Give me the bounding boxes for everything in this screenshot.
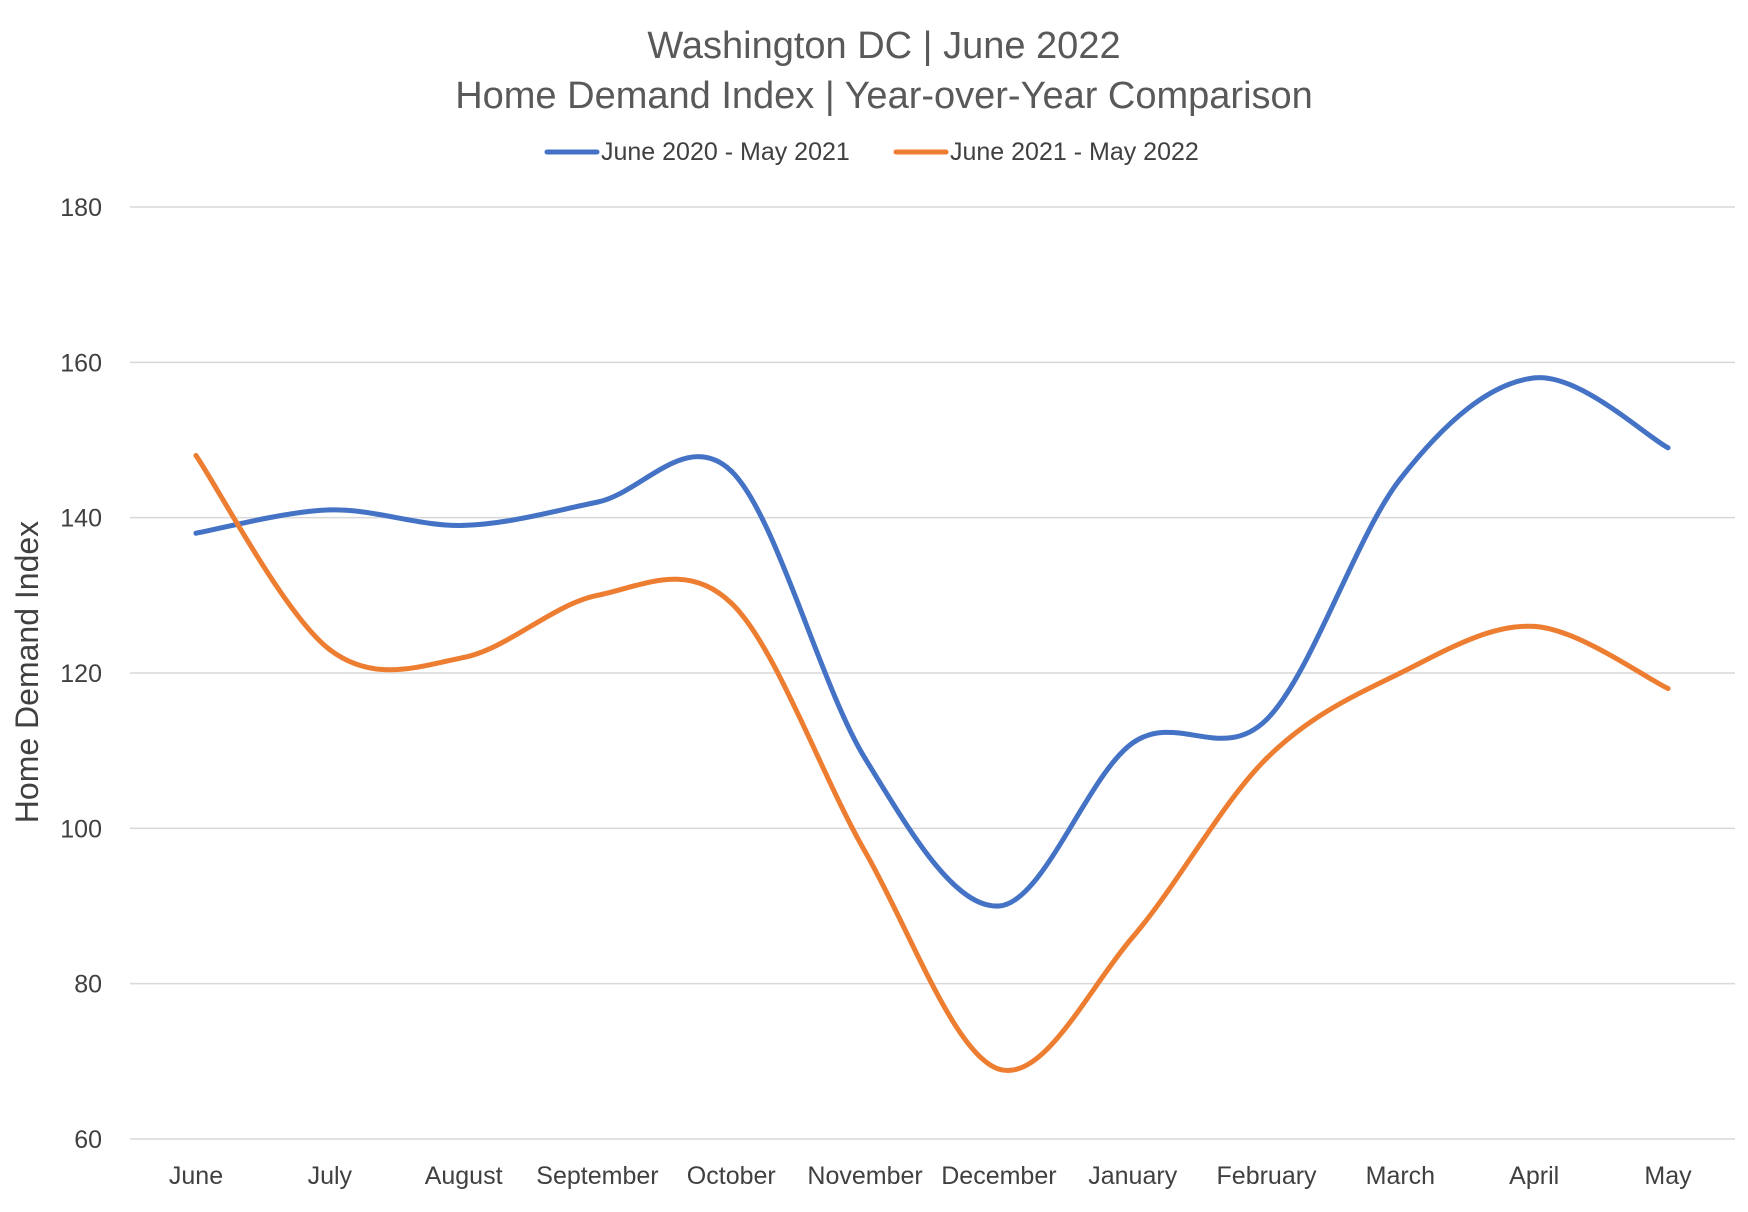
x-tick-label-february: February (1217, 1162, 1318, 1190)
data-point-series-2-june (193, 453, 199, 459)
x-tick-label-july: July (308, 1162, 353, 1190)
series-line-1 (193, 375, 1671, 909)
x-tick-label-september: September (536, 1162, 658, 1190)
data-series (193, 375, 1671, 1074)
data-point-series-1-december (996, 903, 1002, 909)
y-tick-label-160: 160 (60, 349, 102, 377)
data-point-series-2-january (1130, 934, 1136, 940)
series-line-2 (193, 453, 1671, 1074)
legend-label-series-1: June 2020 - May 2021 (601, 138, 850, 166)
y-tick-label-120: 120 (60, 660, 102, 688)
data-point-series-2-february (1264, 755, 1270, 761)
data-point-series-2-december (996, 1066, 1002, 1072)
data-point-series-2-march (1397, 670, 1403, 676)
chart-legend: June 2020 - May 2021 June 2021 - May 202… (544, 138, 1199, 166)
x-tick-label-may: May (1644, 1162, 1692, 1190)
data-point-series-2-august (461, 654, 467, 660)
data-point-series-2-september (594, 592, 600, 598)
data-point-series-2-april (1531, 623, 1537, 629)
data-point-series-1-june (193, 530, 199, 536)
y-tick-label-80: 80 (74, 971, 102, 999)
data-point-series-1-march (1397, 476, 1403, 482)
x-axis-tick-labels: June July August September October November De… (169, 1162, 1692, 1190)
data-point-series-1-april (1531, 375, 1537, 381)
data-point-series-1-october (728, 468, 734, 474)
chart-title-line-2: Home Demand Index | Year-over-Year Compa… (455, 75, 1313, 117)
y-axis-title: Home Demand Index (9, 521, 45, 823)
x-tick-label-november: November (807, 1162, 922, 1190)
x-tick-label-march: March (1366, 1162, 1435, 1190)
y-tick-label-180: 180 (60, 194, 102, 222)
y-axis-tick-labels: 60 80 100 120 140 160 180 (60, 194, 102, 1154)
data-point-series-1-september (594, 499, 600, 505)
x-tick-label-december: December (941, 1162, 1056, 1190)
data-point-series-1-february (1264, 717, 1270, 723)
data-point-series-2-may (1665, 686, 1671, 692)
data-point-series-1-november (862, 755, 868, 761)
x-tick-label-april: April (1509, 1162, 1559, 1190)
y-gridlines (130, 206, 1735, 1140)
y-tick-label-140: 140 (60, 505, 102, 533)
data-point-series-1-august (461, 522, 467, 528)
y-tick-label-100: 100 (60, 815, 102, 843)
y-tick-label-60: 60 (74, 1126, 102, 1154)
x-tick-label-october: October (687, 1162, 776, 1190)
x-tick-label-august: August (425, 1162, 503, 1190)
data-point-series-1-july (327, 507, 333, 513)
data-point-series-2-november (862, 849, 868, 855)
chart-title-line-1: Washington DC | June 2022 (647, 25, 1120, 67)
x-tick-label-june: June (169, 1162, 223, 1190)
data-point-series-2-july (327, 647, 333, 653)
chart-title: Washington DC | June 2022 Home Demand In… (455, 25, 1313, 117)
data-point-series-2-october (728, 600, 734, 606)
legend-label-series-2: June 2021 - May 2022 (950, 138, 1199, 166)
data-point-series-1-january (1130, 740, 1136, 746)
data-point-series-1-may (1665, 445, 1671, 451)
x-tick-label-january: January (1088, 1162, 1177, 1190)
